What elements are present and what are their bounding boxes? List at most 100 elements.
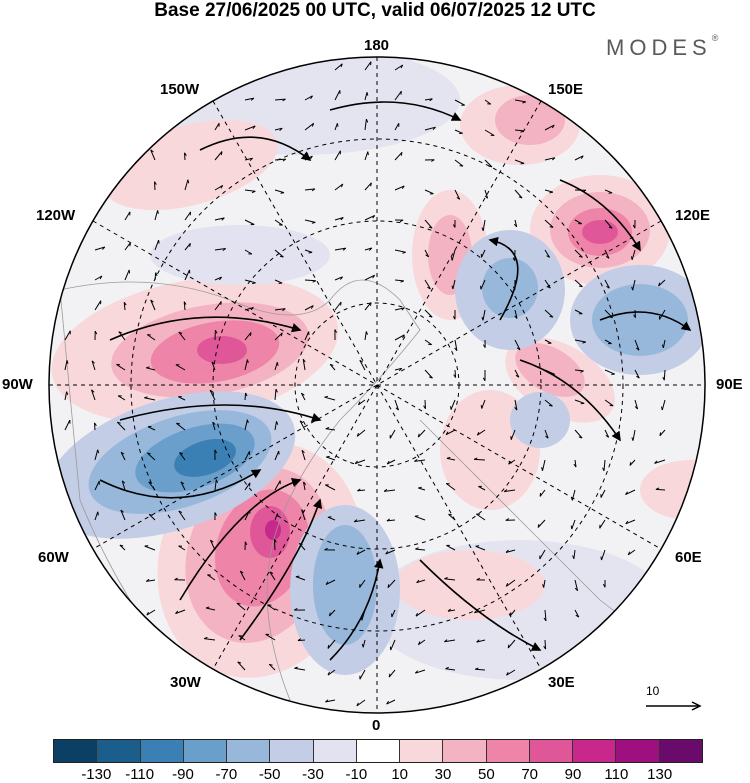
wind-streamlines bbox=[99, 101, 692, 661]
lon-label-120w: 120W bbox=[36, 207, 76, 224]
wind-vector-head bbox=[97, 449, 100, 454]
wind-vector bbox=[574, 459, 577, 468]
wind-vector bbox=[544, 639, 547, 650]
wind-vector-head bbox=[395, 407, 399, 411]
wind-vector bbox=[304, 122, 315, 131]
wind-vector-head bbox=[506, 671, 509, 676]
wind-vector-head bbox=[91, 360, 95, 364]
wind-vector bbox=[539, 489, 546, 497]
wind-vector bbox=[476, 513, 486, 521]
wind-vector bbox=[176, 422, 186, 431]
wind-vector bbox=[212, 421, 216, 431]
wind-vector bbox=[304, 219, 316, 223]
wind-vector bbox=[544, 309, 554, 318]
wind-vector-head bbox=[340, 301, 342, 306]
wind-vector bbox=[505, 549, 516, 553]
wind-vector bbox=[146, 579, 156, 582]
wind-vector-head bbox=[222, 248, 226, 252]
wind-vector-head bbox=[329, 363, 334, 366]
wind-vector bbox=[510, 429, 516, 440]
wind-vector-head bbox=[542, 584, 545, 588]
wind-vector-head bbox=[452, 224, 456, 228]
wind-vector bbox=[574, 579, 579, 591]
wind-vector bbox=[358, 399, 366, 406]
wind-vector bbox=[244, 482, 251, 491]
wind-vector-head bbox=[482, 377, 486, 382]
wind-vector bbox=[504, 489, 516, 493]
wind-vector-head bbox=[475, 545, 480, 547]
wind-vector bbox=[148, 514, 156, 521]
colorbar-tick-label: 10 bbox=[391, 766, 408, 783]
wind-vector bbox=[482, 309, 486, 321]
wind-vector bbox=[418, 639, 426, 646]
wind-vector bbox=[509, 609, 516, 617]
wind-vector bbox=[600, 489, 606, 498]
wind-vector bbox=[274, 98, 286, 101]
wind-vector bbox=[424, 249, 430, 258]
wind-vector-head bbox=[277, 513, 279, 517]
wind-vector bbox=[244, 509, 251, 521]
wind-vector bbox=[604, 189, 613, 194]
wind-vector-head bbox=[360, 616, 363, 621]
lon-label-90w: 90W bbox=[2, 376, 33, 393]
wind-vector bbox=[571, 489, 576, 501]
wind-vector-head bbox=[431, 159, 435, 162]
lon-label-0: 0 bbox=[372, 717, 381, 734]
wind-vector bbox=[334, 150, 341, 161]
wind-vector-head bbox=[120, 509, 124, 513]
wind-vector-head bbox=[150, 299, 154, 303]
wind-vector-head bbox=[183, 301, 187, 305]
wind-vector-head bbox=[658, 282, 661, 287]
colorbar-swatch bbox=[140, 740, 184, 762]
colorbar-swatch bbox=[616, 740, 660, 762]
wind-vector bbox=[385, 549, 396, 555]
wind-vector bbox=[475, 545, 486, 551]
wind-vector bbox=[603, 459, 606, 471]
wind-vector-head bbox=[245, 392, 248, 397]
wind-vector bbox=[118, 331, 126, 341]
wind-vector-head bbox=[356, 551, 360, 555]
wind-vector-head bbox=[630, 256, 633, 260]
wind-vector bbox=[327, 639, 336, 649]
colorbar-tick-label: -30 bbox=[302, 766, 324, 783]
wind-vector-head bbox=[488, 165, 493, 168]
wind-vector bbox=[508, 459, 516, 465]
wind-vector bbox=[631, 249, 636, 260]
wind-vector bbox=[274, 421, 277, 431]
wind-vector-head bbox=[221, 217, 225, 221]
colorbar-swatch bbox=[356, 740, 401, 762]
wind-vector bbox=[481, 399, 486, 409]
wind-vector bbox=[482, 219, 486, 231]
wind-vector-head bbox=[453, 374, 457, 378]
wind-vector bbox=[244, 419, 248, 431]
wind-vector-head bbox=[119, 544, 124, 547]
wind-vector bbox=[454, 129, 463, 134]
wind-vector bbox=[359, 579, 366, 588]
wind-vector-head bbox=[340, 276, 343, 280]
wind-vector-head bbox=[144, 545, 149, 547]
wind-vector-head bbox=[402, 334, 405, 339]
wind-vector bbox=[544, 189, 554, 193]
wind-vector bbox=[300, 392, 306, 401]
wind-vector bbox=[356, 699, 366, 707]
wind-vector bbox=[274, 219, 283, 226]
wind-vector-head bbox=[370, 182, 372, 187]
wind-vector bbox=[116, 421, 126, 431]
wind-vector bbox=[304, 331, 310, 341]
wind-vector-head bbox=[367, 151, 369, 156]
wind-vector bbox=[394, 249, 406, 253]
wind-vector bbox=[64, 419, 71, 431]
wind-vector bbox=[355, 459, 366, 465]
wind-vector bbox=[214, 217, 225, 221]
wind-vector-head bbox=[66, 360, 69, 364]
graticule bbox=[49, 57, 705, 713]
wind-vector-head bbox=[505, 582, 509, 587]
lon-label-30w: 30W bbox=[170, 674, 201, 691]
wind-vector bbox=[388, 669, 396, 678]
wind-vector bbox=[505, 579, 516, 587]
wind-vector-head bbox=[580, 155, 584, 159]
wind-vector-head bbox=[476, 639, 480, 643]
wind-vector bbox=[324, 396, 336, 401]
colorbar-swatch bbox=[529, 740, 574, 762]
wind-vector bbox=[415, 548, 426, 551]
